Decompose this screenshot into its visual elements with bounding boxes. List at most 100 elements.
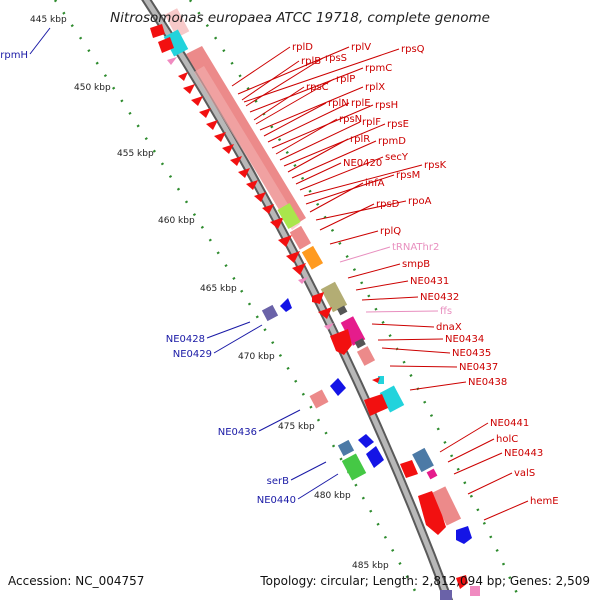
callout-line bbox=[381, 347, 451, 354]
gene-arrow-red bbox=[238, 168, 250, 178]
callout-line bbox=[299, 156, 384, 191]
kbp-tick-label: 470 kbp bbox=[238, 352, 275, 362]
gene-arrow-blue bbox=[330, 378, 346, 396]
gene-arrow-red bbox=[178, 72, 188, 81]
gene-label-NE0429: NE0429 bbox=[173, 349, 212, 360]
kbp-tick-label: 455 kbp bbox=[117, 149, 154, 159]
callout-line bbox=[309, 182, 364, 213]
callout-line bbox=[241, 60, 300, 101]
callout-line bbox=[29, 27, 51, 55]
gene-block-steel bbox=[412, 447, 434, 473]
accession-label: Accession: NC_004757 bbox=[8, 574, 144, 588]
gene-arrow-red bbox=[230, 156, 242, 166]
callout-line bbox=[389, 365, 458, 368]
kbp-tick-label: 475 kbp bbox=[278, 422, 315, 432]
gene-label-rpsS: rpsS bbox=[325, 53, 347, 64]
gene-label-rplN: rplN bbox=[328, 98, 349, 109]
gene-block-green bbox=[341, 453, 367, 481]
gene-features bbox=[150, 8, 480, 600]
gene-block-grey bbox=[354, 338, 366, 349]
gene-arrow-red bbox=[183, 84, 195, 94]
callout-line bbox=[231, 46, 291, 87]
gene-arrow-red bbox=[150, 24, 165, 38]
gene-label-rpsH: rpsH bbox=[375, 100, 398, 111]
kbp-tick-label: 450 kbp bbox=[74, 83, 111, 93]
kbp-tick-label: 460 kbp bbox=[158, 216, 195, 226]
gene-label-NE0441: NE0441 bbox=[490, 418, 529, 429]
gene-band-salmon-inner bbox=[194, 66, 300, 230]
callout-line bbox=[213, 324, 263, 354]
gene-label-rpmH: rpmH bbox=[0, 50, 28, 61]
callout-line bbox=[253, 86, 305, 121]
kbp-tick-label: 445 kbp bbox=[30, 15, 67, 25]
callout-line bbox=[319, 203, 375, 231]
gene-label-rpsM: rpsM bbox=[396, 170, 420, 181]
callout-line bbox=[467, 472, 513, 495]
gene-label-infA: infA bbox=[365, 178, 385, 189]
gene-label-rplE: rplE bbox=[351, 98, 371, 109]
gene-arrow-red bbox=[318, 307, 332, 319]
callout-line bbox=[263, 102, 327, 137]
gene-label-rplD: rplD bbox=[292, 42, 313, 53]
gene-label-rpsD: rpsD bbox=[376, 199, 400, 210]
gene-label-serB: serB bbox=[267, 476, 289, 487]
callout-line bbox=[245, 57, 324, 107]
gene-arrow-red bbox=[330, 329, 352, 355]
callout-line bbox=[377, 338, 444, 341]
gene-label-rplP: rplP bbox=[336, 74, 355, 85]
gene-label-ffs: ffs bbox=[440, 306, 452, 317]
gene-arrow-red bbox=[418, 491, 446, 535]
gene-arrow-red bbox=[372, 377, 380, 383]
gene-arrow-red bbox=[286, 251, 300, 263]
gene-arrow-red bbox=[312, 292, 324, 304]
callout-line bbox=[206, 321, 251, 339]
gene-block-pink bbox=[470, 586, 480, 596]
gene-arrow-pink bbox=[298, 277, 308, 284]
gene-arrow-red bbox=[292, 263, 306, 275]
gene-block-olive bbox=[320, 281, 348, 313]
gene-arrow-red bbox=[364, 394, 388, 416]
gene-label-smpB: smpB bbox=[402, 259, 430, 270]
kbp-tick-label: 465 kbp bbox=[200, 284, 237, 294]
gene-arrow-red bbox=[206, 120, 218, 130]
callout-line bbox=[339, 246, 391, 263]
callout-line bbox=[275, 118, 338, 155]
gene-block-salmon bbox=[164, 8, 190, 38]
gene-label-rpsK: rpsK bbox=[424, 160, 447, 171]
callout-line bbox=[283, 123, 386, 167]
gene-label-NE0432: NE0432 bbox=[420, 292, 459, 303]
gene-label-secY: secY bbox=[385, 152, 409, 163]
gene-arrow-red bbox=[158, 37, 174, 53]
callout-line bbox=[237, 46, 350, 95]
gene-label-rplF: rplF bbox=[362, 117, 381, 128]
callout-line bbox=[409, 381, 467, 391]
genome-summary: Topology: circular; Length: 2,812,094 bp… bbox=[259, 574, 590, 588]
gene-label-rpmD: rpmD bbox=[378, 136, 406, 147]
gene-label-rpsC: rpsC bbox=[306, 82, 329, 93]
genome-title: Nitrosomonas europaea ATCC 19718, comple… bbox=[110, 10, 490, 26]
gene-label-rplB: rplB bbox=[301, 56, 321, 67]
gene-callouts-left: rpmH NE0428 NE0429 NE0436 serB NE0440 bbox=[0, 27, 339, 506]
callout-line bbox=[439, 422, 489, 453]
callout-line bbox=[303, 164, 423, 197]
gene-arrow-red bbox=[246, 180, 258, 190]
gene-label-rplQ: rplQ bbox=[380, 226, 401, 237]
gene-arrow-blue bbox=[456, 526, 472, 544]
gene-label-rplV: rplV bbox=[351, 42, 371, 53]
gene-arrow-red bbox=[222, 144, 234, 154]
gene-label-NE0434: NE0434 bbox=[445, 334, 484, 345]
kbp-tick-label: 480 kbp bbox=[314, 491, 351, 501]
callout-line bbox=[355, 280, 409, 291]
callout-line bbox=[243, 48, 400, 103]
gene-block-cyan bbox=[379, 385, 405, 413]
gene-block-salmon bbox=[309, 389, 329, 409]
callout-line bbox=[361, 296, 419, 301]
gene-label-tRNAThr2: tRNAThr2 bbox=[392, 242, 439, 253]
callout-line bbox=[453, 452, 503, 475]
gene-label-holC: holC bbox=[496, 434, 518, 445]
callout-line bbox=[295, 162, 342, 185]
gene-label-NE0443: NE0443 bbox=[504, 448, 543, 459]
gene-block-magenta bbox=[340, 316, 366, 346]
